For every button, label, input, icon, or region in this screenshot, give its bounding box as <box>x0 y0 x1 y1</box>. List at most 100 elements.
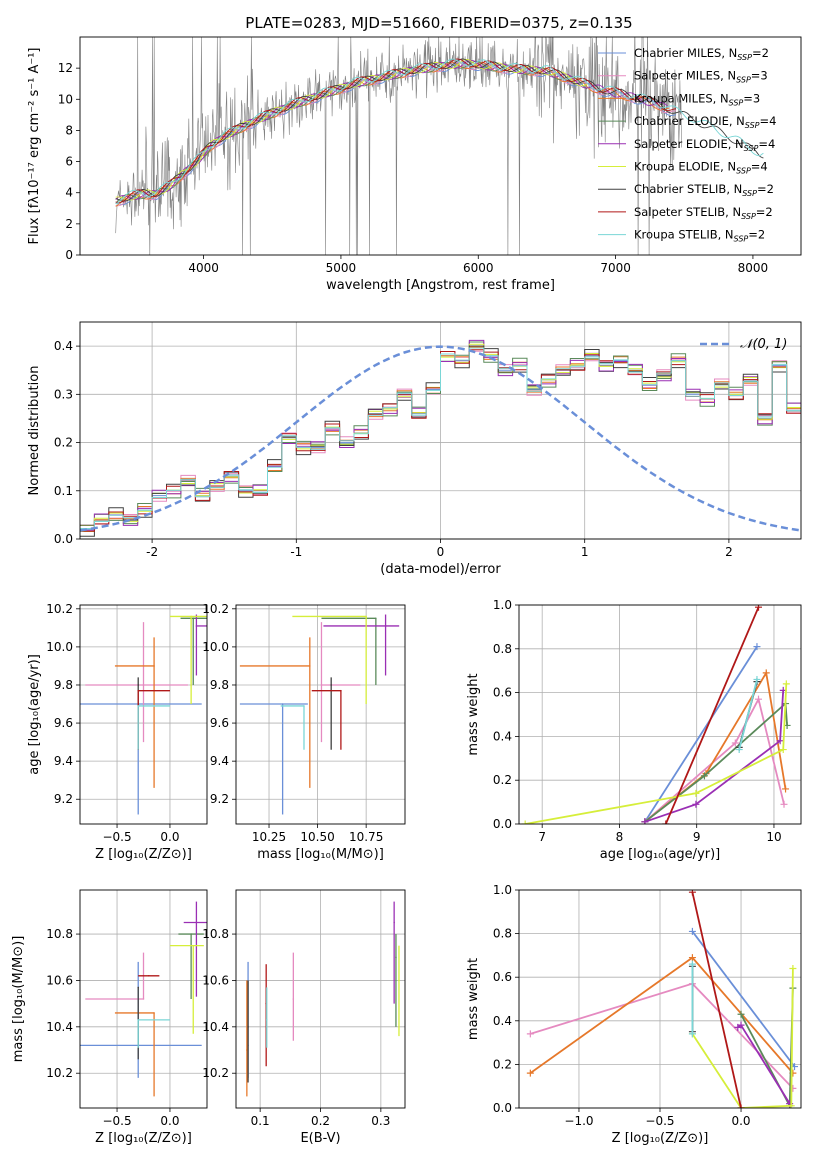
x-tick-label: 7 <box>538 830 546 844</box>
legend-text: =2 <box>748 228 765 242</box>
y-tick-label: 9.6 <box>210 716 229 730</box>
series-line <box>644 701 788 823</box>
x-tick-label: 0.3 <box>371 1114 390 1128</box>
y-tick-label: 10.2 <box>202 602 229 616</box>
y-tick-label: 10.2 <box>46 1066 73 1080</box>
y-tick-label: 10 <box>58 92 73 106</box>
legend-entry: Chabrier STELIB, NSSP=2 <box>634 182 774 198</box>
data-point <box>688 927 696 935</box>
data-point <box>195 921 198 924</box>
y-tick-label: 2 <box>65 217 73 231</box>
series-salpeter-stelib <box>662 605 763 824</box>
data-point <box>688 890 696 896</box>
data-point <box>142 684 145 686</box>
data-point <box>142 998 145 1000</box>
x-tick-label: 0.0 <box>160 830 179 844</box>
axes-frame <box>79 321 802 540</box>
legend-text: =3 <box>751 69 768 83</box>
errorbar-chabrier-elodie <box>321 617 377 685</box>
x-tick-label: −0.5 <box>102 1114 131 1128</box>
series-salpeter-elodie <box>641 686 787 824</box>
normal-curve <box>80 345 801 532</box>
y-tick-label: 6 <box>65 155 73 169</box>
plot-area <box>246 901 400 1097</box>
axes-frame <box>79 889 208 1109</box>
y-tick-label: 0.4 <box>54 339 73 353</box>
data-point <box>147 975 150 977</box>
y-tick-label: 9.8 <box>54 678 73 692</box>
y-tick-label: 10.8 <box>46 927 73 941</box>
data-point <box>137 684 140 686</box>
y-tick-label: 0.8 <box>493 927 512 941</box>
y-tick-label: 0.4 <box>493 1014 512 1028</box>
data-point <box>281 703 284 705</box>
observed-spectrum <box>115 37 682 255</box>
legend-subscript: SSP <box>745 121 760 130</box>
series-line <box>738 679 758 750</box>
panel-mass-vs-z: −0.5 0.0 10.2 10.4 10.6 10.8 Z [log₁₀(Z/Z⊙)] ma… <box>11 889 208 1146</box>
errorbar-kroupa-stelib <box>265 987 268 1048</box>
errorbar-salpeter-elodie <box>183 901 207 997</box>
y-tick-label: 10.2 <box>46 602 73 616</box>
legend-text: Chabrier STELIB, N <box>634 182 742 196</box>
errorbar-kroupa-miles <box>246 980 248 1097</box>
x-tick-label: -2 <box>146 545 158 559</box>
errorbar-chabrier-elodie <box>180 617 207 685</box>
y-tick-label: 10.8 <box>202 927 229 941</box>
y-tick-label: 0.2 <box>493 1057 512 1071</box>
x-tick-label: 8000 <box>738 261 769 275</box>
plot-area <box>115 37 764 255</box>
series-kroupa-stelib <box>735 675 761 754</box>
errorbar-salpeter-elodie <box>323 614 400 676</box>
y-axis-label: Flux [fλ10⁻¹⁷ erg cm⁻² s⁻¹ A⁻¹] <box>27 48 42 245</box>
x-tick-label: 6000 <box>463 261 494 275</box>
data-point <box>753 643 761 651</box>
data-point <box>780 800 788 808</box>
data-point <box>688 960 696 968</box>
panel-mass-weight-vs-z: −1.0 −0.5 0.0 0.0 0.2 0.4 0.6 0.8 1.0 Z [log₁₀(Z/… <box>466 883 802 1146</box>
data-point <box>393 921 395 924</box>
errorbar-chabrier-miles <box>80 703 202 815</box>
axes-frame <box>79 36 802 256</box>
data-point <box>190 615 192 618</box>
errorbar-salpeter-elodie <box>195 614 207 676</box>
legend-text: Chabrier ELODIE, N <box>634 114 745 128</box>
panel-mass-weight-vs-age: 7 8 9 10 0.0 0.2 0.4 0.6 0.8 1.0 age [log₁₀(age/yr… <box>466 598 802 862</box>
data-point <box>782 680 790 688</box>
x-axis-label: E(B-V) <box>300 1131 340 1146</box>
x-tick-label: 10.75 <box>349 830 383 844</box>
data-point <box>688 954 696 962</box>
axes-frame <box>518 889 802 1109</box>
data-point <box>737 1010 745 1018</box>
series-line <box>529 956 794 1074</box>
data-point <box>153 665 155 667</box>
data-point <box>692 800 700 808</box>
legend-subscript: SSP <box>729 98 744 107</box>
plot-area <box>521 605 791 824</box>
legend-entry: Kroupa MILES, NSSP=3 <box>634 91 760 107</box>
errorbar-kroupa-elodie <box>292 615 367 705</box>
errorbar-chabrier-elodie <box>395 934 397 1027</box>
x-tick-label: 5000 <box>326 261 357 275</box>
y-tick-label: 0.0 <box>54 532 73 546</box>
y-tick-label: 9.8 <box>210 678 229 692</box>
legend-entry: Salpeter ELODIE, NSSP=4 <box>634 137 775 153</box>
x-tick-label: 9 <box>693 830 701 844</box>
errorbar-kroupa-stelib <box>280 705 305 750</box>
series-line <box>691 892 742 1108</box>
data-point <box>753 675 761 683</box>
errorbar-salpeter-stelib <box>311 689 342 750</box>
data-point <box>755 605 763 611</box>
model-spectrum-chabrier-stelib <box>115 58 764 202</box>
data-point <box>153 1012 155 1014</box>
series-chabrier-elodie <box>641 700 791 824</box>
axes-frame <box>235 889 406 1109</box>
data-point <box>700 772 708 780</box>
legend-text: Kroupa MILES, N <box>634 91 729 105</box>
x-tick-label: 10 <box>766 830 781 844</box>
data-point <box>782 785 790 793</box>
legend-text: Kroupa STELIB, N <box>634 228 734 242</box>
errorbar-kroupa-elodie <box>169 944 204 1034</box>
